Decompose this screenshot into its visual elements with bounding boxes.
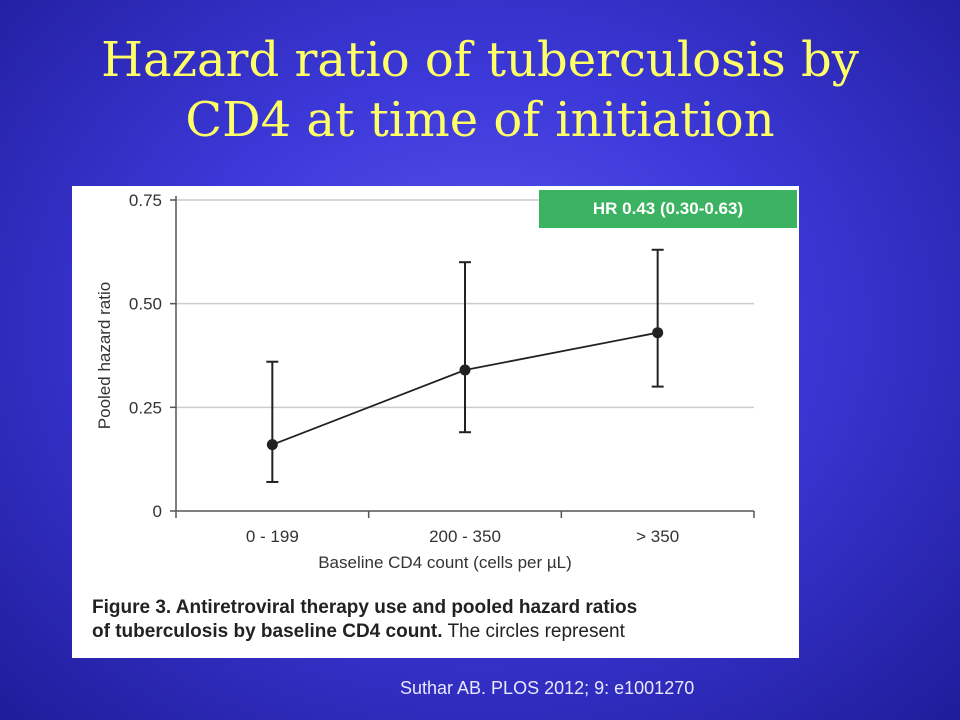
hr-badge: HR 0.43 (0.30-0.63) <box>539 190 797 228</box>
x-tick-label: 200 - 350 <box>429 527 501 546</box>
title-line-1: Hazard ratio of tuberculosis by <box>101 32 859 88</box>
data-point <box>652 327 664 339</box>
y-axis-label: Pooled hazard ratio <box>95 282 114 429</box>
axes <box>175 196 754 512</box>
figure-caption: Figure 3. Antiretroviral therapy use and… <box>92 596 792 644</box>
y-tick-label: 0.75 <box>129 191 162 210</box>
error-bars <box>266 248 664 483</box>
source-citation: Suthar AB. PLOS 2012; 9: e1001270 <box>400 678 695 698</box>
y-tick-label: 0.25 <box>129 398 162 417</box>
x-ticks: 0 - 199 200 - 350 > 350 <box>175 511 755 546</box>
data-points <box>266 327 664 451</box>
x-tick-label: > 350 <box>636 527 679 546</box>
hazard-ratio-chart: 0 0.25 0.50 0.75 0 - 199 200 - 350 > 350 Pool… <box>95 191 755 572</box>
caption-rest: The circles represent <box>442 621 625 642</box>
data-point <box>459 364 471 376</box>
y-tick-label: 0.50 <box>129 295 162 314</box>
title-line-2: CD4 at time of initiation <box>185 92 775 148</box>
x-tick-label: 0 - 199 <box>246 527 299 546</box>
figure-panel: 0 0.25 0.50 0.75 0 - 199 200 - 350 > 350 Pool… <box>72 186 799 658</box>
data-point <box>266 439 278 451</box>
slide-title: Hazard ratio of tuberculosis by CD4 at t… <box>0 30 960 150</box>
y-ticks: 0 0.25 0.50 0.75 <box>129 191 176 521</box>
x-axis-label: Baseline CD4 count (cells per µL) <box>318 553 572 572</box>
caption-bold-1: Figure 3. Antiretroviral therapy use and… <box>92 597 638 618</box>
y-tick-label: 0 <box>153 502 162 521</box>
caption-bold-2: of tuberculosis by baseline CD4 count. <box>92 621 443 642</box>
